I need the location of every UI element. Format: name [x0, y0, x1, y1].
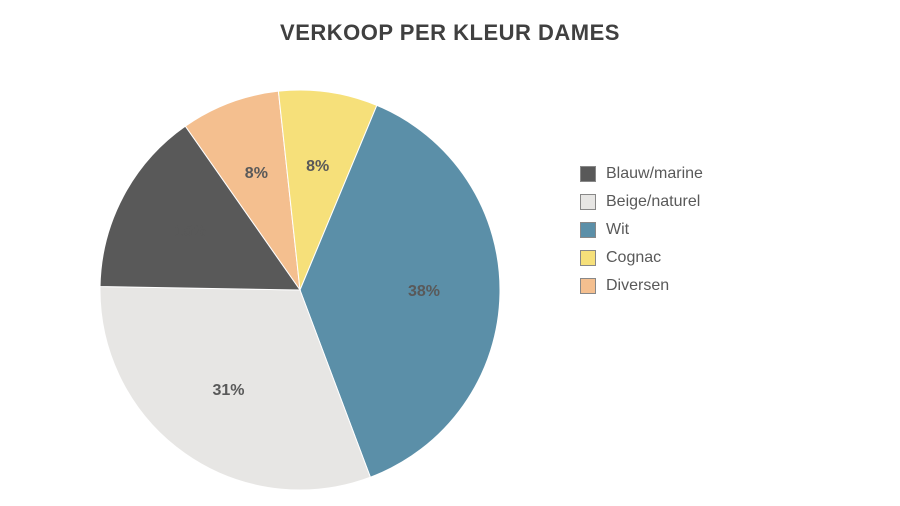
legend-swatch [580, 194, 596, 210]
legend-label: Blauw/marine [606, 165, 703, 183]
slice-label: 31% [213, 382, 245, 400]
legend-swatch [580, 166, 596, 182]
legend-label: Beige/naturel [606, 193, 700, 211]
legend-swatch [580, 222, 596, 238]
slice-label: 15% [174, 223, 206, 241]
legend-swatch [580, 250, 596, 266]
pie-holder [100, 90, 500, 490]
legend-label: Wit [606, 221, 629, 239]
legend-item: Wit [580, 221, 703, 239]
slice-label: 8% [245, 165, 268, 183]
legend: Blauw/marine Beige/naturel Wit Cognac Divers… [580, 165, 703, 305]
slice-label: 38% [408, 283, 440, 301]
legend-item: Diversen [580, 277, 703, 295]
pie-chart: VERKOOP PER KLEUR DAMES Blauw/marine Beig… [0, 0, 900, 506]
legend-label: Diversen [606, 277, 669, 295]
pie-svg [100, 90, 500, 490]
legend-item: Beige/naturel [580, 193, 703, 211]
legend-item: Cognac [580, 249, 703, 267]
slice-label: 8% [306, 158, 329, 176]
legend-swatch [580, 278, 596, 294]
chart-title: VERKOOP PER KLEUR DAMES [0, 20, 900, 46]
legend-label: Cognac [606, 249, 661, 267]
legend-item: Blauw/marine [580, 165, 703, 183]
